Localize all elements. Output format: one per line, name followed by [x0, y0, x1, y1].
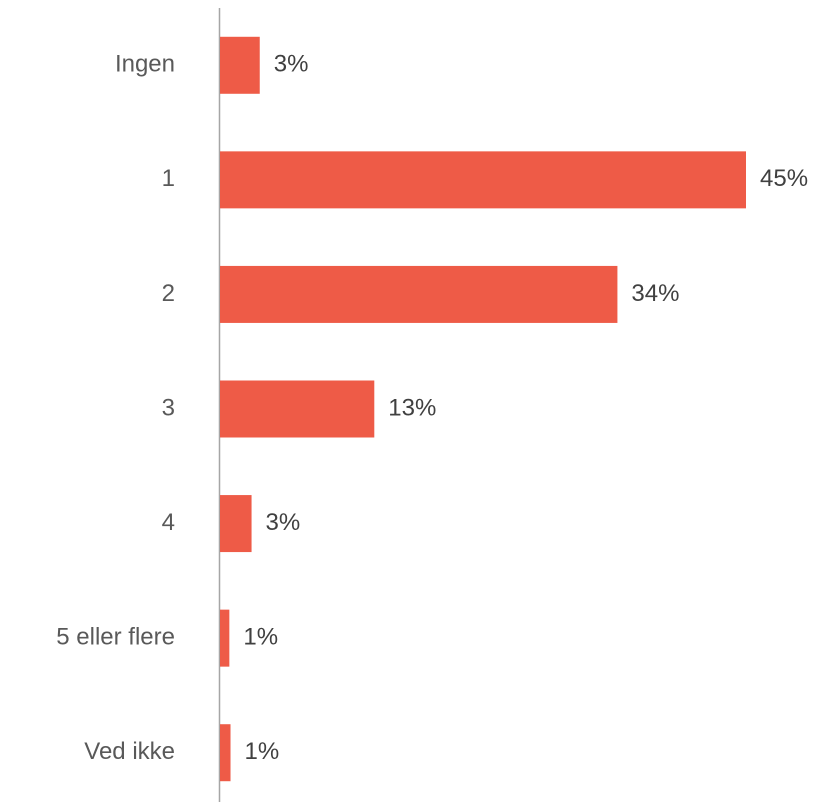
y-tick-label: 5 eller flere	[56, 623, 175, 650]
data-label: 34%	[631, 280, 679, 307]
y-tick-label: Ved ikke	[84, 738, 175, 765]
data-label: 1%	[243, 623, 278, 650]
bar	[220, 724, 231, 782]
y-tick-label: Ingen	[115, 51, 175, 78]
y-tick-label: 2	[162, 280, 175, 307]
y-tick-label: 3	[162, 394, 175, 421]
data-label: 1%	[245, 738, 280, 765]
data-label: 3%	[266, 509, 301, 536]
bar	[220, 151, 746, 209]
bar	[220, 265, 618, 323]
y-tick-label: 4	[162, 509, 175, 536]
data-label: 45%	[760, 165, 808, 192]
bar	[220, 380, 375, 438]
y-tick-label: 1	[162, 165, 175, 192]
bar	[220, 495, 252, 553]
bar	[220, 609, 230, 667]
data-label: 3%	[274, 51, 309, 78]
bar	[220, 36, 260, 94]
data-label: 13%	[388, 394, 436, 421]
